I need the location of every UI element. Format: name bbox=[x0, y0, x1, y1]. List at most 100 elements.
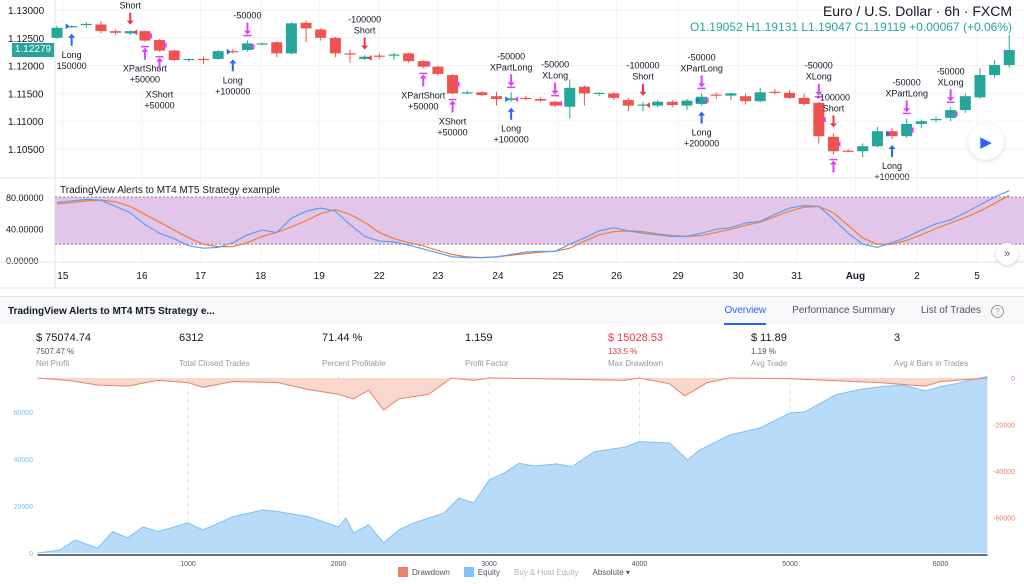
signal-label: XPartLong bbox=[490, 62, 533, 72]
tab-performance-summary[interactable]: Performance Summary bbox=[792, 305, 895, 316]
candle bbox=[637, 101, 649, 112]
candle-body bbox=[784, 92, 795, 98]
candle bbox=[227, 48, 239, 54]
arrow-up-icon bbox=[507, 107, 515, 120]
date-axis-label: 30 bbox=[733, 271, 745, 282]
signal-label: +50000 bbox=[408, 101, 438, 111]
signal-label: +100000 bbox=[494, 135, 529, 145]
x-tick-label: 4000 bbox=[632, 561, 648, 568]
candle-body bbox=[564, 87, 576, 107]
candle-body bbox=[183, 58, 195, 61]
candle bbox=[271, 41, 283, 58]
candle-body bbox=[1003, 50, 1015, 66]
mode-dropdown[interactable]: Absolute ▾ bbox=[593, 568, 630, 577]
legend-buy-hold[interactable]: Buy & Hold Equity bbox=[514, 568, 578, 577]
signal-label: +50000 bbox=[437, 128, 467, 138]
oscillator-line-orange bbox=[56, 194, 1010, 259]
date-axis-label: 5 bbox=[974, 271, 980, 282]
candle bbox=[110, 29, 122, 36]
candle-body bbox=[608, 93, 620, 98]
candle-body bbox=[227, 51, 239, 53]
candle-body bbox=[974, 75, 986, 98]
signal-label: Long bbox=[223, 75, 243, 85]
last-price-label: 1.12279 bbox=[12, 43, 54, 57]
candle-body bbox=[461, 92, 473, 94]
equity-line bbox=[37, 376, 988, 554]
stat-label: Percent Profitable bbox=[322, 359, 386, 368]
candle-body bbox=[198, 58, 209, 61]
candle bbox=[740, 93, 752, 105]
signal-label: -50000 bbox=[805, 61, 833, 71]
candle-body bbox=[945, 110, 957, 118]
signal-label: Long bbox=[501, 124, 521, 134]
candle-body bbox=[989, 65, 1001, 76]
x-tick-label: 3000 bbox=[481, 561, 497, 568]
candle-body bbox=[930, 118, 942, 121]
arrow-up-icon bbox=[68, 33, 76, 46]
left-axis-label: 0 bbox=[29, 551, 33, 558]
arrow-up-icon bbox=[829, 160, 837, 173]
candle bbox=[784, 90, 795, 99]
x-tick-label: 6000 bbox=[933, 561, 949, 568]
candle bbox=[696, 93, 708, 106]
oscillator-axis-label: 80.00000 bbox=[6, 193, 44, 203]
candle bbox=[80, 22, 92, 28]
mode-label: Absolute bbox=[592, 567, 624, 577]
candle-body bbox=[959, 96, 971, 111]
go-to-realtime-button[interactable]: ▶ bbox=[968, 124, 1004, 160]
x-tick-label: 1000 bbox=[180, 561, 196, 568]
candle-body bbox=[124, 31, 136, 34]
candle bbox=[622, 97, 634, 112]
scroll-right-button[interactable]: » bbox=[996, 243, 1018, 265]
candle-body bbox=[696, 96, 708, 104]
date-axis-label: 22 bbox=[374, 271, 386, 282]
arrow-down-icon bbox=[361, 37, 369, 50]
candle bbox=[139, 30, 151, 42]
legend-drawdown[interactable]: Drawdown bbox=[398, 567, 450, 577]
oscillator-band bbox=[55, 197, 1024, 245]
symbol-header: Euro / U.S. Dollar · 6h · FXCM O1.19052 … bbox=[690, 3, 1012, 35]
stat-sub: 7507.47 % bbox=[36, 347, 75, 356]
candle bbox=[256, 42, 268, 46]
legend-label: Buy & Hold Equity bbox=[514, 567, 579, 577]
stat-profit-factor: 1.159 Profit Factor bbox=[465, 332, 608, 368]
candle bbox=[447, 73, 459, 95]
stat-value: 1.159 bbox=[465, 332, 493, 344]
fill-marker-icon bbox=[505, 96, 510, 103]
tab-overview[interactable]: Overview bbox=[724, 297, 767, 325]
signal-label: -50000 bbox=[893, 77, 921, 87]
caret-down-icon: ▾ bbox=[623, 567, 630, 577]
candle-body bbox=[813, 102, 825, 137]
price-axis-label: 1.11500 bbox=[8, 89, 44, 100]
stat-label: Avg Trade bbox=[751, 359, 788, 368]
candle-body bbox=[827, 136, 839, 152]
candle bbox=[974, 68, 986, 99]
signal-exit bbox=[829, 140, 841, 173]
candle-body bbox=[212, 51, 224, 59]
legend-equity[interactable]: Equity bbox=[463, 567, 500, 577]
arrow-up-icon bbox=[888, 144, 896, 157]
stat-label: Avg # Bars in Trades bbox=[894, 359, 969, 368]
candle-body bbox=[710, 94, 722, 96]
candle-body bbox=[754, 92, 766, 102]
date-axis-label: 29 bbox=[673, 271, 685, 282]
help-icon[interactable]: ? bbox=[991, 304, 1004, 318]
tab-list-of-trades[interactable]: List of Trades bbox=[920, 305, 981, 316]
candle bbox=[241, 40, 253, 52]
fill-marker-icon bbox=[147, 32, 152, 39]
candle bbox=[417, 60, 429, 69]
candle bbox=[915, 119, 927, 128]
signal-label: -100000 bbox=[348, 15, 381, 25]
fill-marker-icon bbox=[455, 81, 460, 88]
candle bbox=[315, 28, 327, 41]
fill-marker-icon bbox=[250, 43, 255, 50]
stat-label: Total Closed Trades bbox=[179, 359, 250, 368]
price-axis-label: 1.11000 bbox=[8, 117, 44, 128]
candle bbox=[652, 100, 664, 108]
signal-short: Short bbox=[119, 1, 142, 36]
candle bbox=[329, 36, 341, 58]
